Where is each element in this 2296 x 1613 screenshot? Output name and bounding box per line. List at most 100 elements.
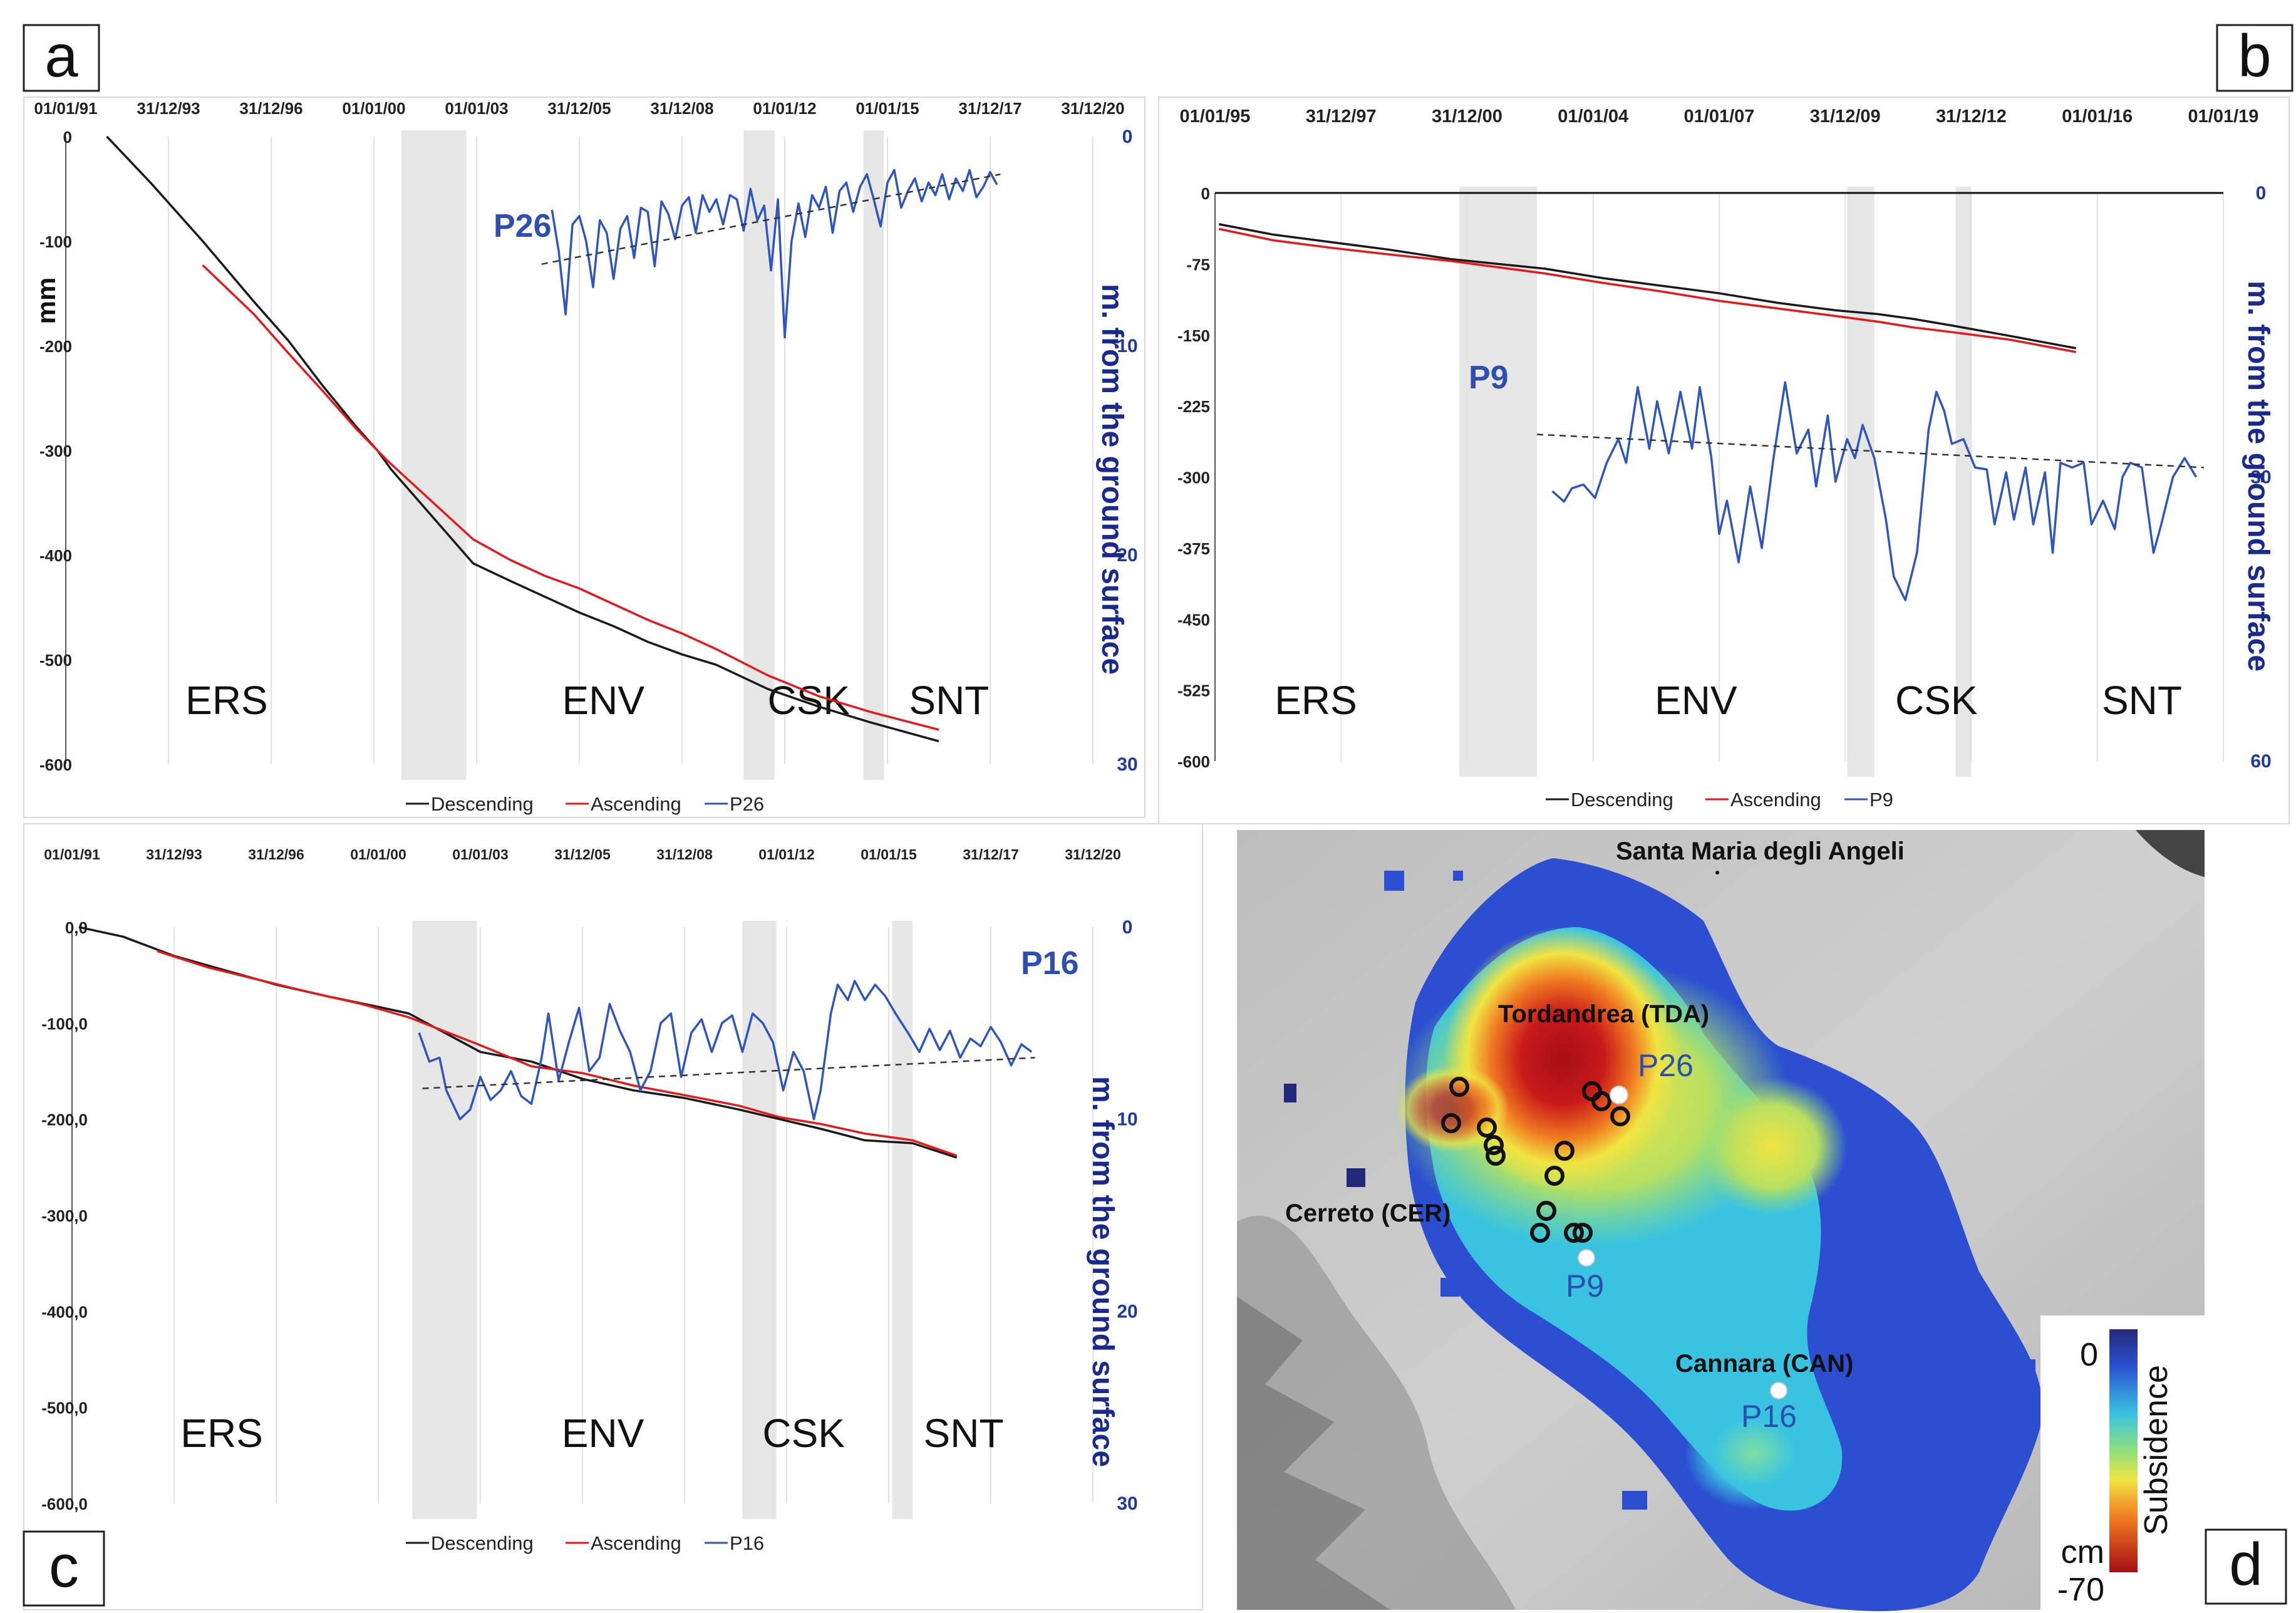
panel-b-legend: Descending Ascending P9: [1546, 789, 1893, 811]
x-tick-label: 31/12/08: [650, 99, 713, 118]
x-tick-label: 01/01/12: [758, 846, 815, 863]
map-label-tordandrea: Tordandrea (TDA): [1498, 1000, 1709, 1028]
map-ridges: [1237, 1297, 1390, 1610]
y2-tick-label: 0: [1122, 917, 1133, 938]
series-line-ascending: [157, 950, 958, 1157]
map-observation-point: [1564, 1223, 1584, 1243]
data-gap-band: [1847, 187, 1875, 777]
y-tick-label: -150: [1177, 326, 1210, 345]
y2-tick-label: 0: [1122, 127, 1133, 147]
satellite-label: ERS: [180, 1411, 263, 1456]
map-cannara-glow: [1685, 1397, 1823, 1510]
panel-d-map: P26 P9 P16 Santa Maria degli Angeli Tord…: [1237, 830, 2287, 1611]
data-gap-band: [892, 921, 913, 1519]
series-line-p16: [418, 980, 1033, 1121]
panel-b-letter: b: [2238, 23, 2271, 90]
map-observation-point: [1536, 1201, 1556, 1221]
y2-tick-label: 60: [2250, 751, 2271, 772]
x-tick-label: 31/12/17: [963, 846, 1019, 863]
map-well-p9-label: P9: [1566, 1268, 1604, 1304]
map-colorbar: 0 cm -70 Subsidence: [2040, 1315, 2205, 1610]
colorbar-title: Subsidence: [2138, 1365, 2174, 1535]
map-pixel: [1453, 871, 1463, 881]
y-tick-label: -600: [1177, 752, 1210, 771]
map-pixel: [2017, 1359, 2035, 1378]
panel-c-well-label: P16: [1021, 945, 1079, 982]
map-pixel: [1347, 1168, 1365, 1187]
satellite-label: CSK: [762, 1411, 845, 1456]
legend-descending: Descending: [1571, 789, 1673, 811]
map-label-cerreto: Cerreto (CER): [1285, 1200, 1451, 1227]
legend-well: P9: [1869, 789, 1893, 811]
x-tick-label: 01/01/91: [44, 846, 100, 863]
x-tick-label: 31/12/93: [137, 99, 200, 118]
colorbar-ramp: [2109, 1329, 2138, 1572]
map-pixel: [1384, 871, 1404, 891]
y2-tick-label: 20: [1117, 545, 1137, 566]
satellite-label: SNT: [2102, 678, 2182, 723]
map-observation-point: [1554, 1141, 1575, 1161]
x-tick-label: 01/01/19: [2188, 106, 2259, 127]
x-tick-label: 01/01/16: [2062, 106, 2133, 127]
x-tick-label: 01/01/12: [753, 99, 816, 118]
satellite-label: SNT: [924, 1411, 1004, 1456]
x-tick-label: 31/12/12: [1936, 106, 2007, 127]
y-tick-label: -200,0: [41, 1111, 88, 1129]
satellite-label: CSK: [1895, 678, 1978, 723]
map-observation-point: [1591, 1091, 1611, 1111]
panel-a-y2label: m. from the ground surface: [1095, 284, 1129, 675]
map-santa-maria-dot: [1715, 871, 1719, 874]
x-tick-label: 31/12/00: [1432, 106, 1502, 127]
panel-b-chart: b 01/01/95 31/12/97 31/12/00 01/01/04 01/01/…: [1158, 23, 2293, 824]
map-pixel: [1284, 1084, 1296, 1102]
panel-c-letter-box: [23, 1530, 105, 1607]
y-tick-label: -75: [1186, 255, 1210, 274]
map-observation-point: [1484, 1135, 1504, 1155]
x-tick-label: 31/12/93: [146, 846, 202, 863]
satellite-label: ENV: [1655, 678, 1737, 723]
map-observation-point: [1530, 1223, 1550, 1243]
map-observation-point: [1441, 1113, 1461, 1133]
legend-ascending: Ascending: [1730, 789, 1821, 811]
satellite-label: ENV: [562, 678, 644, 723]
y-tick-label: 0: [1201, 184, 1210, 203]
y-tick-label: -400: [39, 546, 72, 565]
panel-d-letter: d: [2229, 1531, 2262, 1598]
panel-c-y2label: m. from the ground surface: [1086, 1076, 1119, 1467]
map-observation-point: [1486, 1146, 1506, 1166]
x-tick-label: 01/01/15: [861, 846, 917, 863]
y-tick-label: -375: [1177, 539, 1210, 558]
x-tick-label: 01/01/03: [445, 99, 508, 118]
y-tick-label: -500,0: [41, 1399, 88, 1418]
panel-a-frame: [23, 96, 1145, 818]
series-line-p9-trend: [1536, 433, 2205, 469]
series-line-p9: [1551, 381, 2198, 601]
y-tick-label: -225: [1177, 397, 1210, 416]
map-well-p16-label: P16: [1741, 1399, 1797, 1434]
map-pixel: [1440, 1278, 1459, 1297]
panel-c-frame: [23, 823, 1203, 1610]
map-mountains: [1237, 1215, 1516, 1610]
x-tick-label: 31/12/20: [1065, 846, 1121, 863]
y2-tick-label: 0: [2256, 183, 2267, 204]
panel-d-letter-box: [2205, 1528, 2287, 1605]
map-well-p9-marker: [1578, 1249, 1595, 1267]
y-tick-label: -100,0: [41, 1014, 88, 1033]
y-tick-label: -600: [39, 755, 72, 774]
map-observation-points: [1441, 1077, 1630, 1243]
panel-c-letter: c: [49, 1533, 79, 1600]
panel-a-ylabel: mm: [31, 277, 61, 324]
x-tick-label: 31/12/96: [248, 846, 304, 863]
x-tick-label: 01/01/07: [1684, 106, 1755, 127]
series-line-descending: [106, 135, 939, 742]
x-tick-label: 31/12/20: [1061, 99, 1124, 118]
legend-ascending: Ascending: [591, 1532, 681, 1554]
x-tick-label: 01/01/95: [1180, 106, 1251, 127]
x-tick-label: 01/01/04: [1558, 106, 1628, 127]
map-observation-point: [1573, 1223, 1593, 1243]
map-well-p16-marker: [1770, 1382, 1787, 1399]
y-tick-label: -500: [39, 651, 72, 670]
data-gap-band: [863, 130, 884, 780]
series-line-ascending: [1218, 227, 2077, 353]
y2-tick-label: 30: [1117, 1493, 1137, 1514]
